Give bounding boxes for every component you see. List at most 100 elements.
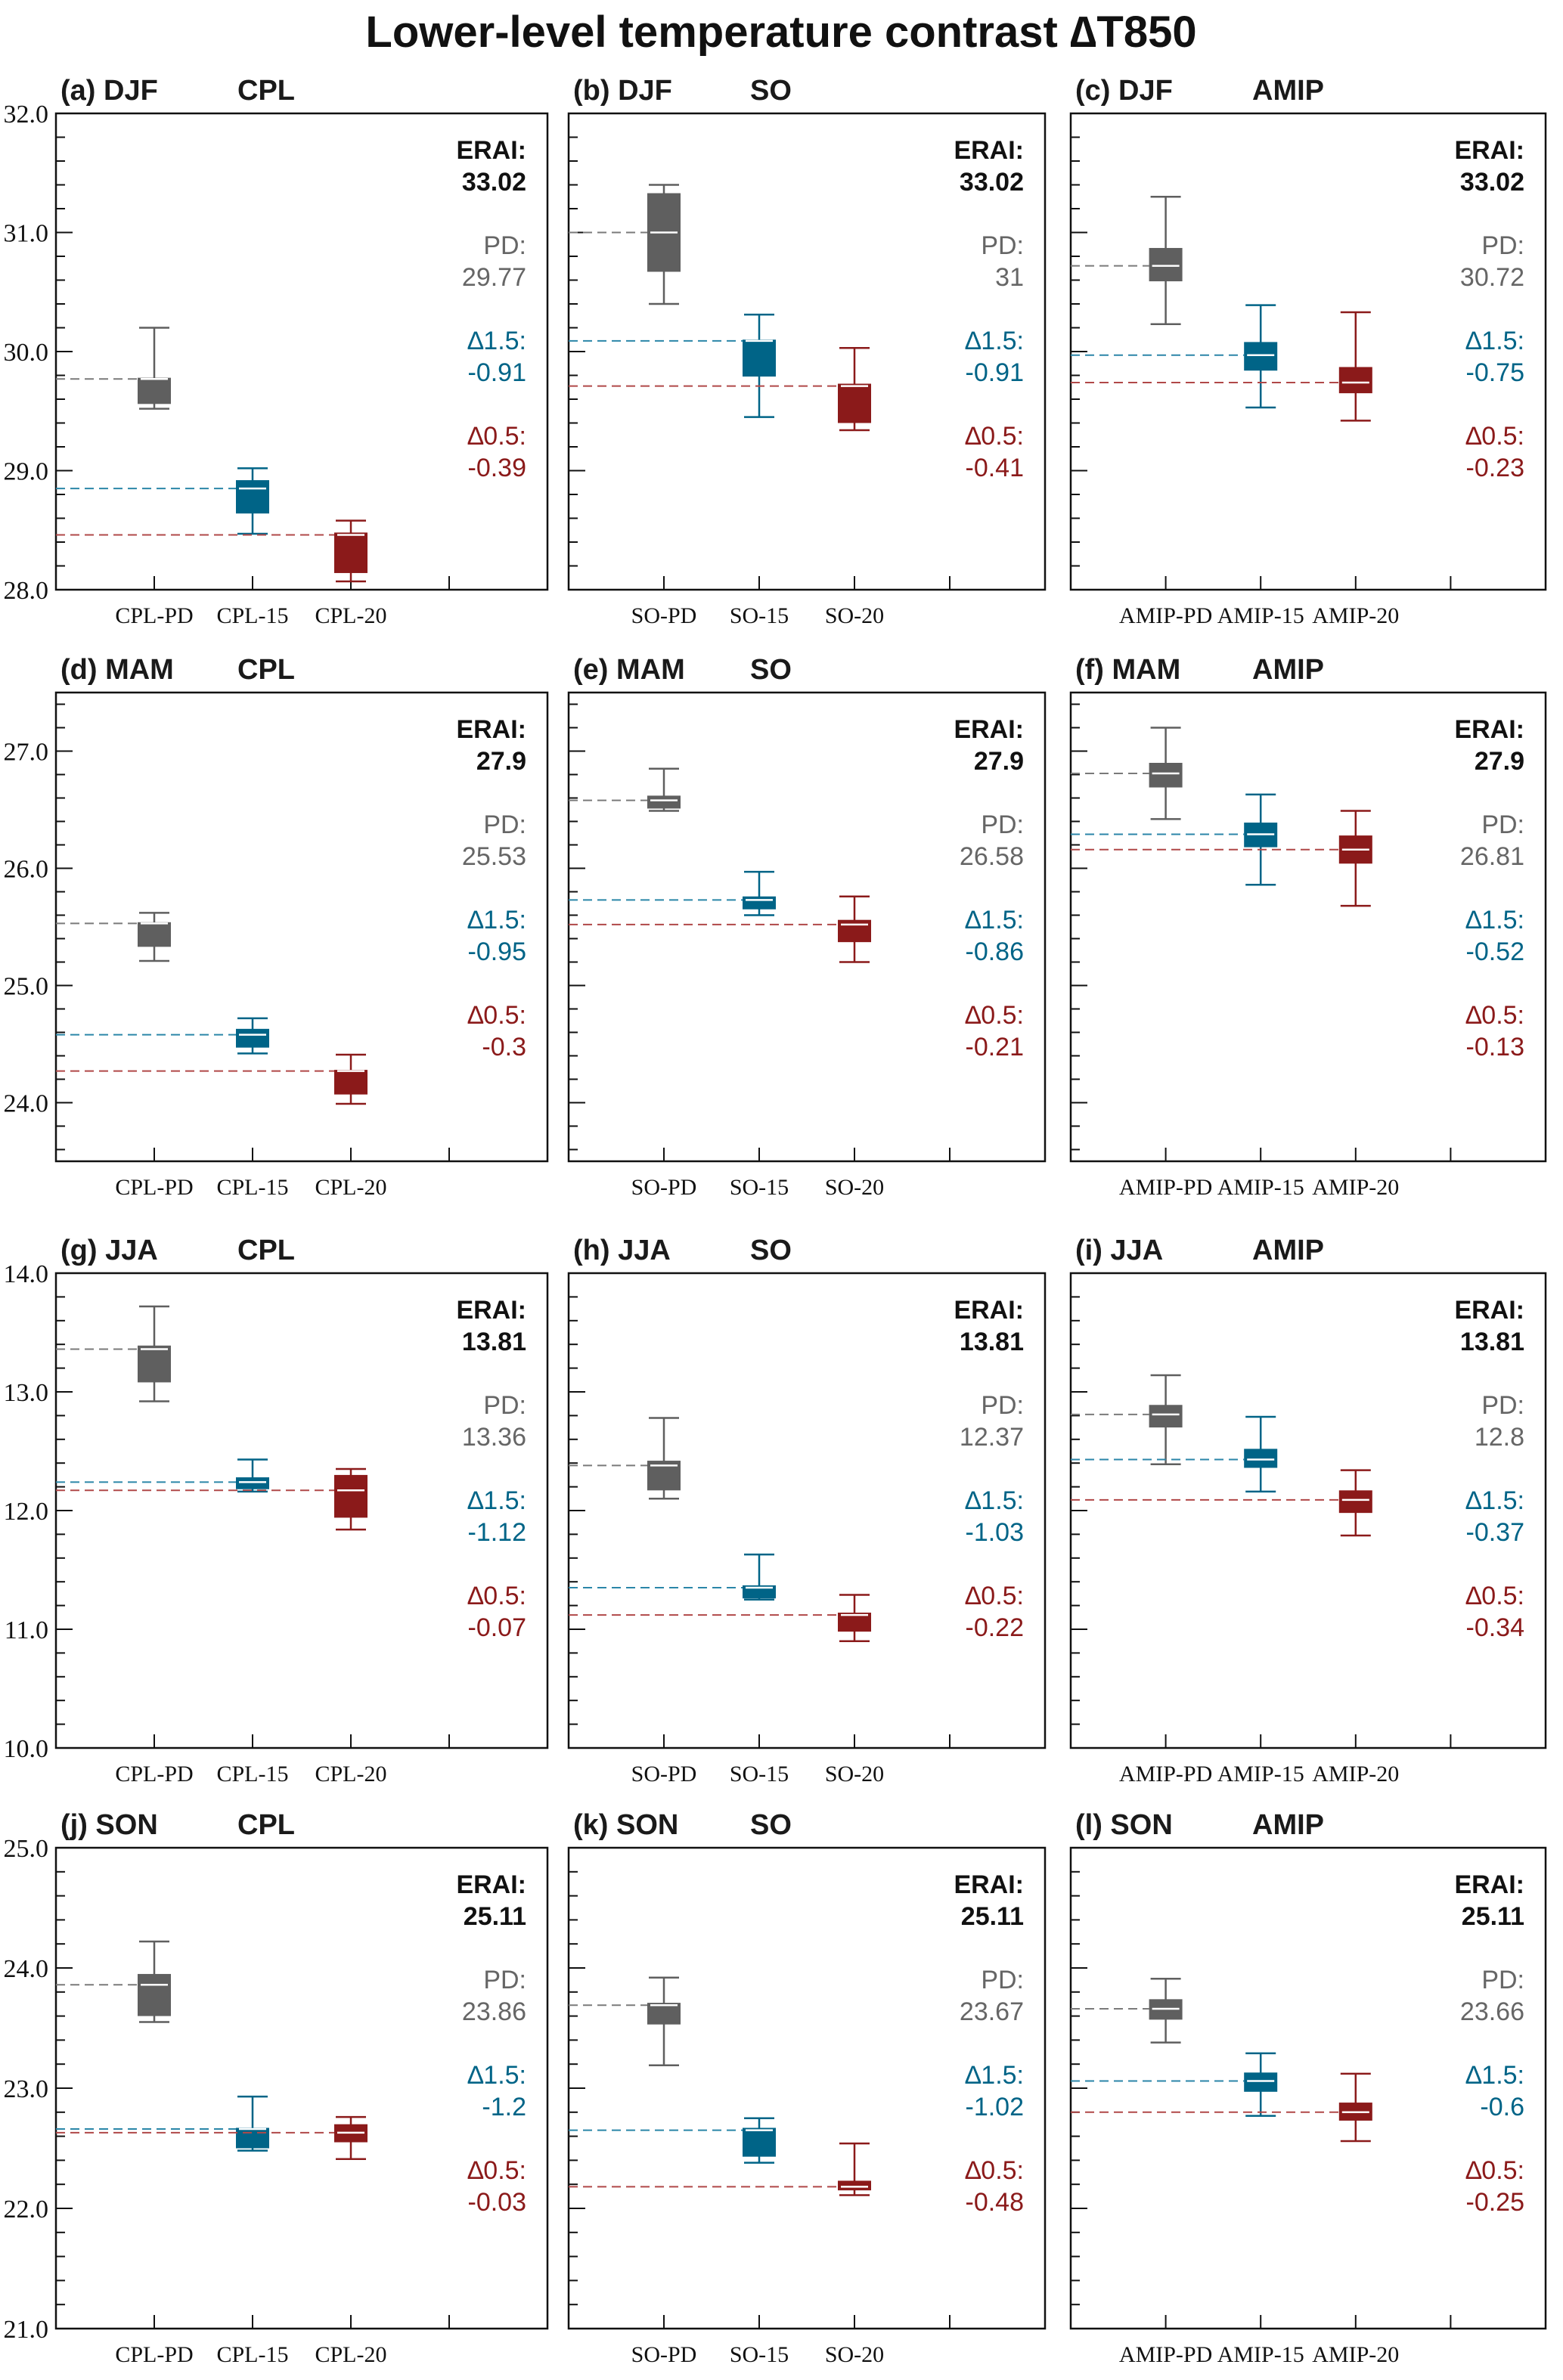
x-tick-label: CPL-20 (315, 2342, 386, 2367)
panel-model-title: SO (750, 654, 792, 686)
x-tick-label: CPL-20 (315, 603, 386, 628)
annotation-pd: 13.36 (462, 1423, 526, 1452)
annotation-pd: 29.77 (462, 263, 526, 292)
panel-model-title: SO (750, 75, 792, 107)
x-tick-label: SO-20 (825, 1175, 884, 1200)
annotation-erai: 25.11 (961, 1902, 1024, 1931)
annotation-d05: -0.39 (468, 454, 527, 482)
annotation-d05-label: ∆0.5: (467, 2156, 526, 2185)
x-tick-label: SO-20 (825, 2342, 884, 2367)
panel-label: (k) SON (573, 1809, 678, 1841)
panel-model-title: AMIP (1252, 1235, 1324, 1266)
panel-i: (i) JJA AMIP AMIP-PD AMIP-15 AMIP-20 ERAI: 13.… (1069, 1235, 1547, 1787)
annotation-d05-label: ∆0.5: (1465, 1001, 1524, 1030)
panel-model-title: CPL (237, 1235, 295, 1266)
x-tick-label: SO-20 (825, 603, 884, 628)
x-tick-label: AMIP-PD (1119, 603, 1212, 628)
annotation-erai: 27.9 (1475, 747, 1524, 776)
y-tick-label: 28.0 (4, 577, 49, 605)
x-tick-label: AMIP-15 (1217, 1175, 1304, 1200)
panel-label: (d) MAM (60, 654, 174, 686)
annotation-pd: 23.86 (462, 1997, 526, 2026)
y-tick-label: 31.0 (4, 220, 49, 248)
y-tick-label: 22.0 (4, 2196, 49, 2224)
annotation-d15: -1.03 (966, 1518, 1025, 1547)
annotation-d15-label: ∆1.5: (467, 327, 526, 355)
x-tick-label: CPL-20 (315, 1175, 386, 1200)
box-iqr (1244, 342, 1278, 371)
x-tick-label: CPL-PD (115, 603, 193, 628)
box-iqr (1149, 1405, 1183, 1428)
box-iqr (138, 1345, 171, 1383)
annotation-erai-label: ERAI: (1454, 1870, 1524, 1899)
box-iqr (236, 1477, 269, 1489)
box-iqr (1244, 2072, 1278, 2092)
annotation-d05-label: ∆0.5: (965, 1001, 1024, 1030)
box-iqr (838, 2180, 871, 2191)
x-tick-label: SO-PD (631, 1762, 697, 1787)
annotation-erai-label: ERAI: (954, 715, 1024, 744)
annotation-erai: 13.81 (960, 1328, 1024, 1356)
panel-label: (l) SON (1075, 1809, 1173, 1841)
x-tick-label: AMIP-15 (1217, 1762, 1304, 1787)
annotation-d05: -0.22 (966, 1613, 1025, 1642)
x-tick-label: AMIP-20 (1312, 603, 1399, 628)
annotation-d05: -0.03 (468, 2188, 527, 2217)
y-tick-label: 25.0 (4, 1835, 49, 1863)
panel-label: (c) DJF (1075, 75, 1173, 107)
annotation-erai: 25.11 (1462, 1902, 1524, 1931)
panel-label: (i) JJA (1075, 1235, 1163, 1266)
panel-g: (g) JJA CPL 14.0 13.0 12.0 11.0 10.0 CPL-PD CPL-… (4, 1235, 549, 1787)
annotation-pd: 12.37 (960, 1423, 1024, 1452)
x-tick-label: CPL-PD (115, 2342, 193, 2367)
y-tick-label: 25.0 (4, 973, 49, 1001)
box-iqr (838, 919, 871, 943)
panel-b: (b) DJF SO SO-PD SO-15 SO-20 ERAI: 33.02 PD: 31 ∆… (567, 75, 1047, 628)
panel-model-title: CPL (237, 1809, 295, 1841)
box-iqr (743, 339, 776, 377)
panel-f: (f) MAM AMIP AMIP-PD AMIP-15 AMIP-20 ERAI: 27.… (1069, 654, 1547, 1200)
annotation-erai: 33.02 (1460, 168, 1524, 197)
annotation-pd: 12.8 (1475, 1423, 1524, 1452)
annotation-erai: 25.11 (464, 1902, 526, 1931)
annotation-pd-label: PD: (483, 231, 526, 260)
panel-a: (a) DJF CPL 32.0 31.0 30.0 29.0 28.0 CPL-PD CPL-… (4, 75, 549, 628)
y-tick-label: 26.0 (4, 856, 49, 884)
box-iqr (236, 1028, 269, 1048)
annotation-d15-label: ∆1.5: (1465, 906, 1524, 934)
annotation-d15: -0.86 (966, 937, 1025, 966)
plot-frame (567, 691, 1047, 1163)
y-tick-label: 30.0 (4, 339, 49, 367)
annotation-d05-label: ∆0.5: (965, 2156, 1024, 2185)
x-tick-label: CPL-20 (315, 1762, 386, 1787)
annotation-pd: 30.72 (1460, 263, 1524, 292)
x-tick-label: CPL-PD (115, 1175, 193, 1200)
annotation-d15: -0.52 (1466, 937, 1525, 966)
x-tick-label: AMIP-20 (1312, 1762, 1399, 1787)
box-iqr (334, 1070, 367, 1095)
panel-model-title: CPL (237, 75, 295, 107)
annotation-d05: -0.07 (468, 1613, 527, 1642)
x-tick-label: CPL-15 (216, 2342, 288, 2367)
annotation-d05: -0.25 (1466, 2188, 1525, 2217)
annotation-d15: -0.91 (966, 358, 1025, 387)
annotation-erai-label: ERAI: (456, 1870, 526, 1899)
x-tick-label: AMIP-15 (1217, 603, 1304, 628)
x-tick-label: AMIP-20 (1312, 1175, 1399, 1200)
annotation-pd-label: PD: (981, 1391, 1024, 1420)
panel-model-title: AMIP (1252, 1809, 1324, 1841)
annotation-pd-label: PD: (981, 1966, 1024, 1994)
annotation-d05: -0.41 (966, 454, 1025, 482)
x-tick-label: SO-20 (825, 1762, 884, 1787)
panel-h: (h) JJA SO SO-PD SO-15 SO-20 ERAI: 13.81 PD: 12.… (567, 1235, 1047, 1787)
x-tick-label: SO-15 (730, 1175, 789, 1200)
panel-model-title: SO (750, 1809, 792, 1841)
box-iqr (138, 1973, 171, 2016)
annotation-d15-label: ∆1.5: (467, 906, 526, 934)
box-iqr (1338, 1490, 1372, 1514)
annotation-d05-label: ∆0.5: (1465, 1582, 1524, 1610)
annotation-d15: -1.02 (966, 2093, 1025, 2121)
x-tick-label: AMIP-PD (1119, 1175, 1212, 1200)
x-tick-label: SO-PD (631, 1175, 697, 1200)
panel-model-title: SO (750, 1235, 792, 1266)
